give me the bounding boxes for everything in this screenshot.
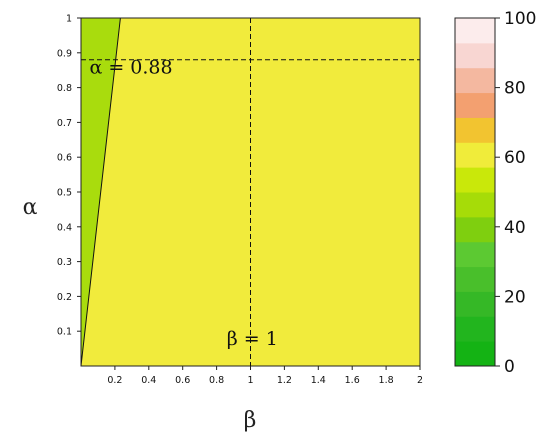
x-tick-label: 0.4 xyxy=(141,375,156,386)
reference-lines xyxy=(81,18,420,366)
y-tick-label: 0.2 xyxy=(57,292,72,303)
plot-area xyxy=(81,18,420,366)
colorbar-tick-label: 100 xyxy=(504,9,536,29)
colorbar-segment xyxy=(455,241,495,268)
colorbar-tick-label: 0 xyxy=(504,357,515,377)
annotation-label: β = 1 xyxy=(227,328,278,350)
x-tick-label: 1.2 xyxy=(277,375,292,386)
contour-band-15 xyxy=(81,18,420,366)
colorbar-segment xyxy=(455,92,495,118)
x-tick-label: 1.4 xyxy=(311,375,326,386)
y-tick-label: 0.1 xyxy=(57,327,72,338)
annotations: α = 0.88 β = 1 xyxy=(89,57,277,350)
colorbar-segment xyxy=(455,266,495,292)
y-tick-label: 0.6 xyxy=(57,153,72,164)
colorbar-segment xyxy=(455,316,495,342)
y-tick-label: 0.5 xyxy=(57,188,72,199)
colorbar-segment xyxy=(455,291,495,317)
x-tick-label: 1.6 xyxy=(345,375,360,386)
y-tick-label: 0.7 xyxy=(57,118,72,129)
y-tick-label: 0.8 xyxy=(57,83,72,94)
x-tick-label: 2 xyxy=(417,375,423,386)
x-tick-label: 1.8 xyxy=(379,375,394,386)
colorbar-tick-label: 20 xyxy=(504,287,526,307)
annotation-label: α = 0.88 xyxy=(89,57,172,79)
colorbar-segment xyxy=(455,167,495,193)
y-tick-label: 0.9 xyxy=(57,48,72,59)
colorbar-segment xyxy=(455,117,495,143)
y-axis-title: α xyxy=(23,195,38,220)
y-tick-label: 0.4 xyxy=(57,222,72,233)
colorbar-tick-label: 80 xyxy=(504,79,526,99)
colorbar-segment xyxy=(455,18,495,44)
colorbar-frame xyxy=(454,17,496,367)
colorbar-segment xyxy=(455,142,495,168)
x-tick-label: 0.8 xyxy=(209,375,224,386)
colorbar-segment xyxy=(455,216,495,243)
colorbar-segment xyxy=(455,192,495,218)
x-tick-label: 1 xyxy=(247,375,253,386)
y-tick-label: 1 xyxy=(66,14,72,25)
x-axis-title: β xyxy=(244,408,257,433)
x-tick-label: 0.2 xyxy=(107,375,122,386)
y-axis: 0.1 0.2 0.3 0.4 0.5 0.6 0.7 0.8 0.9 1 xyxy=(57,14,81,338)
colorbar-segment xyxy=(455,341,495,367)
colorbar-segment xyxy=(455,42,495,69)
colorbar-tick-label: 40 xyxy=(504,218,526,238)
colorbar-tick-label: 60 xyxy=(504,148,526,168)
colorbar: 0 20 40 60 80 100 xyxy=(454,9,536,377)
y-tick-label: 0.3 xyxy=(57,257,72,268)
x-axis: 0.2 0.4 0.6 0.8 1 1.2 1.4 1.6 1.8 2 xyxy=(107,366,423,386)
x-tick-label: 0.6 xyxy=(175,375,190,386)
colorbar-segment xyxy=(455,67,495,94)
